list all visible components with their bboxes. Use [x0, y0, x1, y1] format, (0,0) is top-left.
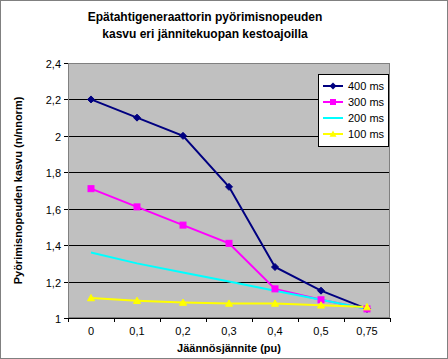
legend-marker [330, 99, 336, 105]
legend: 400 ms 300 ms 200 ms 100 ms [319, 75, 389, 147]
marker [318, 302, 325, 308]
x-tick-label: 0 [88, 325, 94, 337]
plot-area [68, 63, 390, 318]
marker [226, 183, 233, 190]
x-tick-label: 0,4 [267, 325, 282, 337]
y-axis-title: Pyörimisnopeuden kasvu (n/nnorm) [12, 96, 24, 284]
legend-swatch [323, 117, 343, 119]
y-tick [64, 136, 68, 137]
grid-line [68, 318, 390, 319]
legend-label: 400 ms [348, 80, 385, 92]
marker [272, 264, 279, 271]
legend-marker [330, 131, 337, 137]
marker [88, 294, 95, 300]
y-tick-label: 2,4 [46, 58, 61, 70]
series-line [91, 298, 367, 307]
x-tick [252, 318, 253, 322]
y-tick-label: 2 [55, 131, 61, 143]
x-tick [298, 318, 299, 322]
series-line [91, 189, 367, 309]
title-line: Epätahtigeneraattorin pyörimisnopeuden [88, 10, 323, 24]
y-tick [64, 209, 68, 210]
legend-marker [330, 83, 337, 90]
chart: 1 1,2 1,4 1,6 1,8 2 2,2 2,4 0 0,1 0,2 0,3 0,4 0,5 0,75… [0, 0, 448, 359]
x-tick-label: 0,75 [356, 325, 377, 337]
y-tick-label: 1,4 [46, 240, 61, 252]
y-tick [64, 282, 68, 283]
x-tick [160, 318, 161, 322]
marker [226, 240, 232, 246]
marker [88, 96, 95, 103]
grid-line [68, 172, 390, 173]
legend-box [319, 75, 389, 147]
marker [272, 300, 279, 306]
title-line: kasvu eri jännitekuopan kestoajoilla [102, 27, 308, 41]
legend-label: 100 ms [348, 128, 385, 140]
x-tick [390, 318, 391, 322]
y-tick-label: 2,2 [46, 94, 61, 106]
marker [364, 304, 371, 310]
marker [88, 186, 94, 192]
marker [180, 132, 187, 139]
y-tick [64, 318, 68, 319]
grid-line [68, 209, 390, 210]
y-tick-label: 1,6 [46, 204, 61, 216]
x-axis-title: Jäännösjännite (pu) [177, 342, 281, 354]
y-tick-label: 1,2 [46, 277, 61, 289]
marker [180, 299, 187, 305]
x-tick-label: 0,3 [221, 325, 236, 337]
y-tick [64, 245, 68, 246]
legend-label: 200 ms [348, 112, 385, 124]
x-tick-label: 0,5 [313, 325, 328, 337]
marker [180, 222, 186, 228]
marker [318, 287, 325, 294]
x-tick [114, 318, 115, 322]
y-tick [64, 172, 68, 173]
legend-label: 300 ms [348, 96, 385, 108]
marker [134, 204, 140, 210]
x-tick-label: 0,1 [129, 325, 144, 337]
title: Epätahtigeneraattorin pyörimisnopeuden ka… [88, 10, 323, 41]
marker [226, 300, 233, 306]
y-tick-label: 1 [55, 313, 61, 325]
marker [134, 297, 141, 303]
marker [272, 286, 278, 292]
y-tick [64, 63, 68, 64]
x-tick-label: 0,2 [175, 325, 190, 337]
x-tick [68, 318, 69, 322]
y-tick [64, 99, 68, 100]
y-tick-label: 1,8 [46, 167, 61, 179]
chart-area [1, 1, 448, 359]
x-axis [68, 318, 390, 319]
plot-frame [69, 64, 390, 318]
series-line [91, 252, 367, 308]
x-tick [344, 318, 345, 322]
x-tick [206, 318, 207, 322]
marker [134, 114, 141, 121]
